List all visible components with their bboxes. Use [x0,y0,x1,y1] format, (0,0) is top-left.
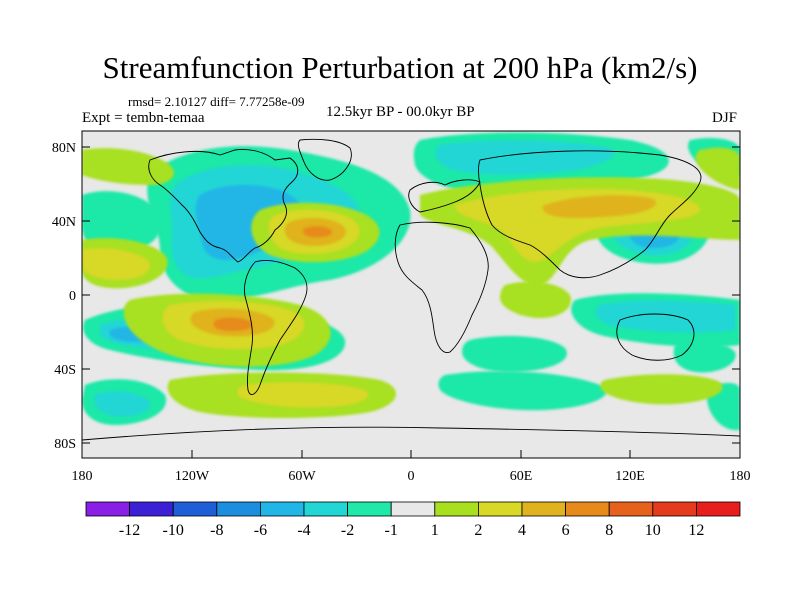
colorbar [85,501,741,517]
coastline-antarctica [82,426,740,441]
colorbar-label: -12 [119,522,140,539]
colorbar-label: 8 [605,522,613,539]
positive-contour-southern-ocean-east [600,374,723,405]
coastlines [82,138,740,441]
longitude-axis: 180 120W 60W 0 60E 120E 180 [72,450,751,484]
lon-tick-180e: 180 [730,450,751,484]
lon-tick-60e: 60E [510,450,533,484]
map-panel: 80N 40N 0 40S 80S 180 120W 60W 0 60E 120… [52,130,751,484]
lat-tick-80n: 80N [52,141,740,156]
season-label: DJF [712,110,738,126]
colorbar-swatch [172,501,218,517]
negative-contour-southern-ocean-east [438,371,607,411]
colorbar-swatch [390,501,436,517]
colorbar-label: -8 [210,522,223,539]
coastline-asia [478,150,702,279]
svg-text:80S: 80S [54,437,76,452]
colorbar-swatch [434,501,479,517]
coastline-south-america [244,259,308,396]
plot-title: Streamfunction Perturbation at 200 hPa (… [102,50,698,85]
colorbar-swatch [652,501,697,517]
colorbar-label: 2 [474,522,482,539]
colorbar-label: -10 [163,522,184,539]
colorbar-swatch [477,501,523,517]
colorbar-labels: -12 -10 -8 -6 -4 -2 -1 1 2 4 6 8 10 12 [119,522,704,539]
colorbar-label: 10 [645,522,661,539]
coastline-australia [616,313,695,361]
colorbar-swatch [696,501,741,517]
lat-tick-40n: 40N [52,215,740,230]
colorbar-swatch [85,501,130,517]
svg-text:180: 180 [730,469,751,484]
colorbar-swatch [565,501,610,517]
colorbar-label: 4 [518,522,526,539]
colorbar-label: 12 [688,522,704,539]
colorbar-label: -6 [254,522,267,539]
positive-contour-south-pacific-peak [213,317,253,331]
stats-line: rmsd= 2.10127 diff= 7.77258e-09 [128,94,305,109]
positive-contour-pacific-subtropics-inner [82,248,150,280]
lon-tick-120e: 120E [615,450,645,484]
svg-text:60E: 60E [510,469,533,484]
colorbar-label: 1 [431,522,439,539]
svg-text:60W: 60W [288,469,316,484]
colorbar-swatch [521,501,566,517]
negative-contour-arctic-inner [435,140,615,175]
svg-text:80N: 80N [52,141,76,156]
colorbar-label: -1 [385,522,398,539]
period-label: 12.5kyr BP - 00.0kyr BP [326,104,475,120]
colorbar-swatch [129,501,174,517]
svg-text:180: 180 [72,469,93,484]
lat-tick-40s: 40S [54,363,740,378]
lon-tick-60w: 60W [288,450,316,484]
negative-contour-indian-inner [595,300,735,333]
svg-text:40N: 40N [52,215,76,230]
positive-contour-southern-ocean-inner [237,382,369,408]
experiment-label: Expt = tembn-temaa [82,110,205,126]
lat-tick-0: 0 [69,289,740,304]
coastline-greenland [297,138,352,181]
latitude-axis: 80N 40N 0 40S 80S [52,141,740,452]
colorbar-swatch [608,501,654,517]
lat-tick-80s: 80S [54,437,740,452]
colorbar-swatch [347,501,392,517]
colorbar-swatch [303,501,348,517]
svg-text:0: 0 [69,289,76,304]
lon-tick-120w: 120W [175,450,210,484]
svg-text:0: 0 [408,469,415,484]
colorbar-label: 6 [562,522,570,539]
coastline-africa [394,221,489,353]
colorbar-label: -4 [297,522,310,539]
contour-fields [82,132,740,431]
positive-contour-north-pacific-east [695,147,740,190]
colorbar-swatch [259,501,305,517]
lon-tick-0: 0 [408,450,415,484]
svg-text:120W: 120W [175,469,210,484]
coastline-europe [408,179,481,213]
negative-contour-southern-west-inner [94,391,151,417]
negative-contour-south-atlantic [462,336,567,372]
coastline-north-america [148,149,299,263]
svg-text:120E: 120E [615,469,645,484]
positive-contour-eurasia-core [542,195,656,218]
svg-text:40S: 40S [54,363,76,378]
colorbar-label: -2 [341,522,354,539]
positive-contour-south-atlantic [500,281,571,318]
positive-contour-north-atlantic-peak [302,226,333,238]
negative-contour-pacific-west [82,191,162,253]
negative-contour-new-zealand [673,340,736,373]
colorbar-swatch [216,501,261,517]
lon-tick-180w: 180 [72,450,93,484]
